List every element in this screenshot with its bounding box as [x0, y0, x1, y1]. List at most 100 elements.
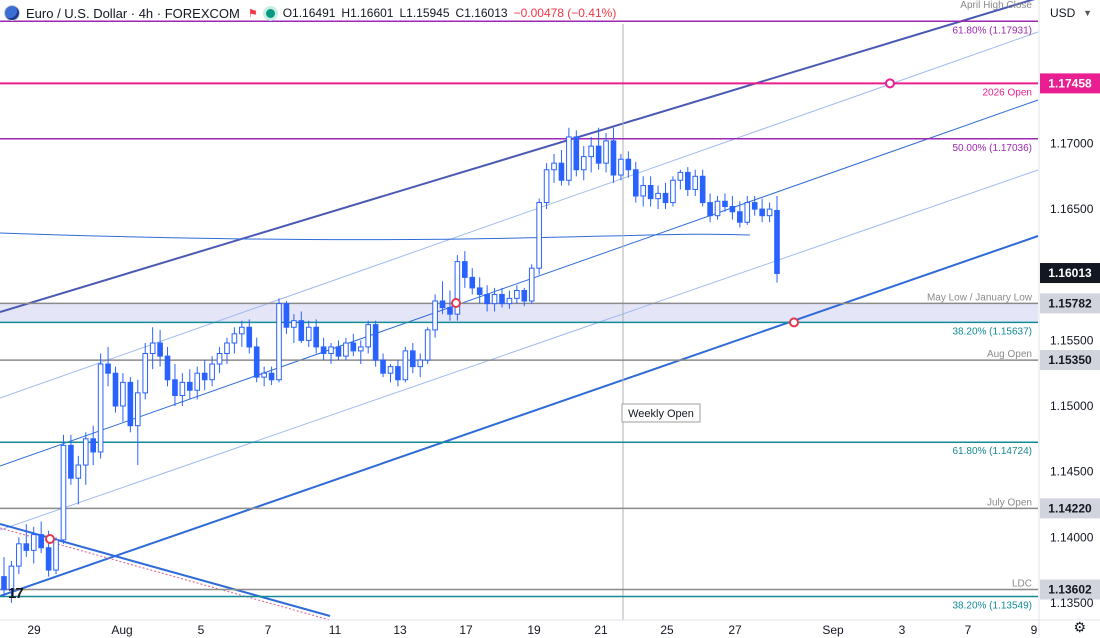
- candle: [744, 196, 751, 225]
- candle: [283, 301, 290, 334]
- candle-body: [632, 169, 639, 197]
- candle-body: [38, 534, 44, 549]
- candle-body: [521, 290, 528, 302]
- x-tick-4: 11: [329, 623, 342, 637]
- candle-body: [491, 293, 498, 305]
- candle-body: [239, 326, 245, 335]
- candle-body: [610, 140, 617, 176]
- candle: [462, 251, 468, 288]
- candle: [402, 346, 409, 383]
- candle: [82, 432, 89, 485]
- candle: [1, 556, 7, 597]
- candle: [729, 196, 736, 220]
- x-tick-8: 21: [594, 623, 608, 637]
- level-label-2: 2026 Open: [983, 87, 1033, 98]
- price-tag-bg-8: [1040, 498, 1100, 519]
- candle: [142, 343, 149, 400]
- candle: [231, 327, 238, 354]
- candle-body: [484, 293, 490, 305]
- price-tag-bg-2: [1040, 73, 1100, 94]
- candle-body: [68, 444, 74, 479]
- symbol-header: Euro / U.S. Dollar · 4h · FOREXCOM ⚑ O1.…: [0, 0, 616, 26]
- candle-body: [595, 145, 602, 164]
- level-label-0: April High Close: [960, 0, 1032, 11]
- candle: [298, 311, 305, 343]
- y-tick-0: 1.17000: [1050, 137, 1094, 151]
- candle-body: [551, 162, 557, 171]
- y-tick-3: 1.15000: [1050, 399, 1094, 413]
- candle: [722, 193, 728, 212]
- ohlc-close: C1.16013: [455, 6, 508, 20]
- candle-body: [707, 202, 713, 217]
- y-tick-2: 1.15500: [1050, 333, 1094, 347]
- candle: [469, 268, 476, 295]
- channel-lower-line: [0, 235, 1039, 597]
- candle-body: [662, 192, 669, 204]
- candle: [499, 287, 505, 308]
- candle: [521, 287, 528, 307]
- level-label-10: 38.20% (1.13549): [952, 600, 1032, 611]
- candle-body: [476, 287, 483, 295]
- candle-body: [387, 366, 394, 374]
- candle: [737, 201, 743, 228]
- channel-upper-line: [0, 0, 1035, 313]
- candle-body: [722, 200, 728, 207]
- candle: [632, 161, 639, 203]
- candle-body: [424, 329, 431, 361]
- candle-body: [670, 179, 676, 204]
- candle: [357, 340, 364, 364]
- candle: [134, 379, 141, 466]
- weekly-open-annotation: Weekly Open: [628, 408, 694, 420]
- level-label-4: May Low / January Low: [927, 292, 1033, 303]
- candle: [328, 343, 334, 364]
- candle: [239, 320, 245, 347]
- candle-body: [335, 346, 342, 357]
- candle: [766, 202, 773, 223]
- bookmark-flag-icon[interactable]: ⚑: [247, 7, 258, 20]
- current-price-tag: 1.16013: [1048, 266, 1092, 280]
- candle: [172, 364, 178, 406]
- candle-body: [142, 353, 149, 394]
- candle-body: [112, 372, 119, 407]
- x-tick-7: 19: [527, 623, 541, 637]
- candle-body: [149, 342, 156, 354]
- x-tick-10: 27: [728, 623, 742, 637]
- open-2026-marker: [885, 78, 895, 89]
- level-label-7: 61.80% (1.14724): [952, 446, 1032, 457]
- gear-icon[interactable]: ⚙: [1073, 619, 1086, 635]
- candle-body: [737, 211, 743, 223]
- candle-body: [209, 363, 215, 381]
- candle-body: [75, 464, 82, 479]
- candle-body: [201, 372, 208, 381]
- market-status-icon: [265, 8, 275, 18]
- trendline-touch-marker: [45, 534, 55, 544]
- candle-body: [343, 342, 349, 357]
- candle-body: [187, 381, 193, 391]
- price-tag-bg-9: [1040, 579, 1100, 600]
- candle: [246, 319, 253, 354]
- candle: [514, 285, 520, 304]
- candle: [677, 169, 684, 190]
- candle-body: [120, 381, 126, 407]
- candle-body: [357, 346, 364, 352]
- candle: [625, 151, 632, 178]
- candle-body: [45, 547, 52, 571]
- x-tick-12: 3: [899, 623, 906, 637]
- candle: [573, 130, 580, 177]
- level-label-9: LDC: [1012, 578, 1032, 589]
- candle-body: [30, 534, 37, 551]
- candle: [692, 169, 699, 196]
- candle-body: [224, 342, 230, 354]
- candle: [335, 340, 342, 361]
- candle: [23, 524, 30, 557]
- candle-body: [685, 171, 691, 190]
- candle-body: [677, 171, 684, 181]
- symbol-title[interactable]: Euro / U.S. Dollar · 4h · FOREXCOM: [26, 5, 240, 21]
- candle-body: [759, 208, 765, 217]
- candle: [291, 314, 297, 343]
- currency-dropdown[interactable]: USD ▼: [1050, 4, 1092, 22]
- y-tick-4: 1.14500: [1050, 465, 1094, 479]
- candle: [320, 337, 327, 361]
- candle: [380, 353, 386, 378]
